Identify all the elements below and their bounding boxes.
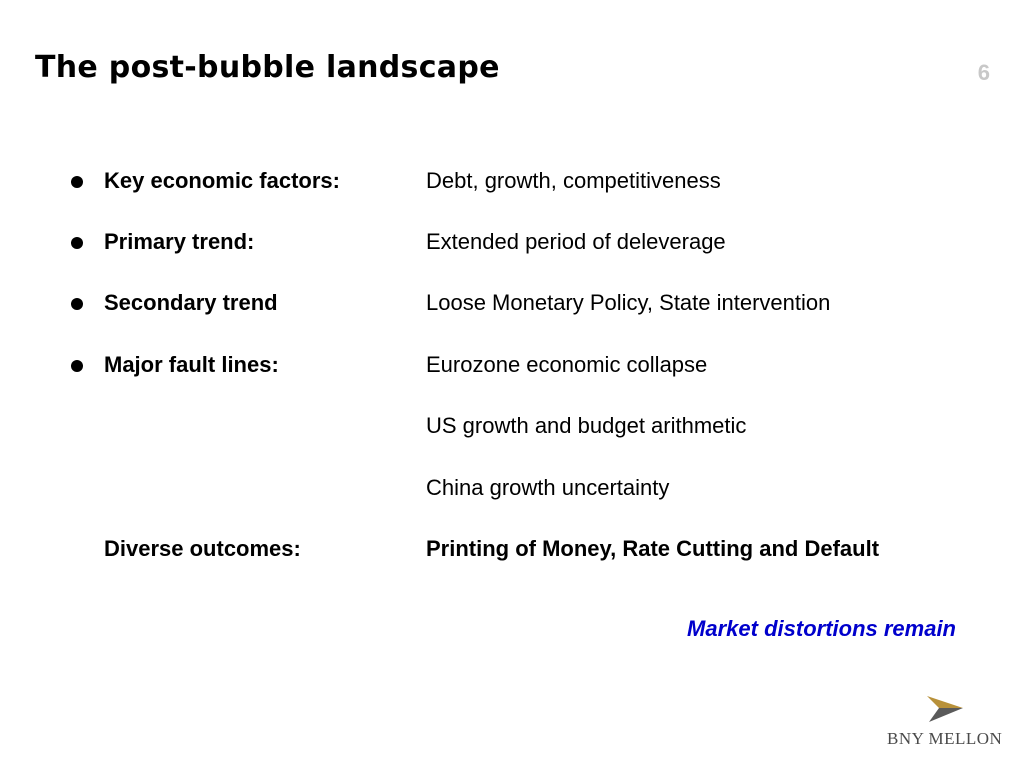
logo-wordmark: BNY MELLON [887,729,1003,748]
item-value: US growth and budget arithmetic [426,413,747,438]
slide-title: The post-bubble landscape [35,50,500,85]
list-item-diverse-outcomes: Diverse outcomes: Printing of Money, Rat… [0,534,1024,564]
item-value: Debt, growth, competitiveness [426,168,721,193]
bullet-icon [71,298,83,310]
page-number: 6 [977,60,990,85]
item-label: Key economic factors: [104,168,340,193]
conclusion-text: Market distortions remain [687,616,956,641]
item-value: China growth uncertainty [426,475,670,500]
list-item-major-fault-lines: Major fault lines: Eurozone economic col… [0,350,1024,380]
item-value: Extended period of deleverage [426,229,726,254]
list-item-fault-line-china: China growth uncertainty [0,473,1024,503]
bullet-icon [71,176,83,188]
item-label: Secondary trend [104,290,278,315]
bullet-icon [71,360,83,372]
bny-mellon-logo-icon [927,696,963,722]
item-label: Primary trend: [104,229,255,254]
list-item-secondary-trend: Secondary trend Loose Monetary Policy, S… [0,288,1024,318]
list-item-key-economic-factors: Key economic factors: Debt, growth, comp… [0,166,1024,196]
item-label: Major fault lines: [104,352,279,377]
item-value: Loose Monetary Policy, State interventio… [426,290,831,315]
item-label: Diverse outcomes: [104,536,301,561]
item-value: Eurozone economic collapse [426,352,708,377]
list-item-fault-line-us: US growth and budget arithmetic [0,411,1024,441]
bullet-icon [71,237,83,249]
list-item-primary-trend: Primary trend: Extended period of deleve… [0,227,1024,257]
item-value: Printing of Money, Rate Cutting and Defa… [426,536,880,561]
